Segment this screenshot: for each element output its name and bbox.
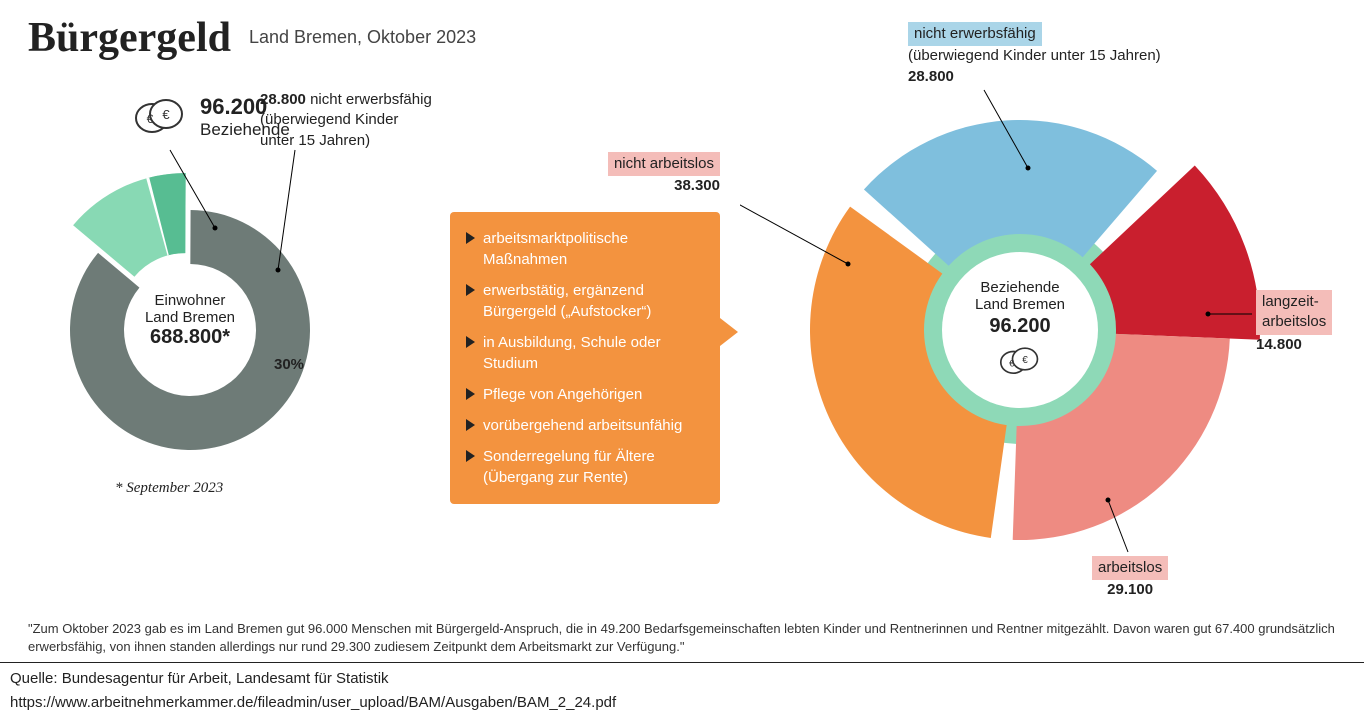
triangle-icon bbox=[466, 388, 475, 400]
details-item: Pflege von Angehörigen bbox=[466, 384, 706, 405]
divider bbox=[0, 662, 1364, 663]
source-text: Quelle: Bundesagentur für Arbeit, Landes… bbox=[10, 670, 389, 687]
description-text: "Zum Oktober 2023 gab es im Land Bremen … bbox=[28, 620, 1336, 655]
details-item: in Ausbildung, Schule oder Studium bbox=[466, 332, 706, 374]
triangle-icon bbox=[466, 336, 475, 348]
svg-text:€: € bbox=[162, 107, 170, 122]
label-unemployed: arbeitslos 29.100 bbox=[1092, 556, 1168, 601]
header: Bürgergeld Land Bremen, Oktober 2023 bbox=[28, 14, 476, 62]
pct-30-label: 30% bbox=[274, 356, 304, 373]
triangle-icon bbox=[466, 232, 475, 244]
page-subtitle: Land Bremen, Oktober 2023 bbox=[249, 27, 476, 48]
svg-text:€: € bbox=[1022, 355, 1028, 366]
not-able-summary: 28.800 nicht erwerbsfähig (überwiegend K… bbox=[260, 90, 460, 151]
label-long-unemployed: langzeit-arbeitslos 14.800 bbox=[1256, 290, 1356, 355]
details-item: Sonderregelung für Ältere (Übergang zur … bbox=[466, 446, 706, 488]
asterisk-note: * September 2023 bbox=[115, 480, 223, 497]
details-pointer-icon bbox=[720, 318, 738, 346]
recipients-donut: Beziehende Land Bremen 96.200 € € bbox=[740, 50, 1300, 610]
coins-icon: € € bbox=[995, 342, 1045, 376]
svg-text:€: € bbox=[1009, 359, 1014, 369]
not-unemployed-details: arbeitsmarktpolitische Maßnahmen erwerbst… bbox=[450, 212, 720, 504]
population-donut: Einwohner Land Bremen 688.800* bbox=[40, 170, 340, 470]
not-able-value: 28.800 bbox=[260, 91, 306, 108]
triangle-icon bbox=[466, 419, 475, 431]
label-not-unemployed: nicht arbeitslos 38.300 bbox=[570, 152, 720, 197]
label-not-work-able: nicht erwerbsfähig (überwiegend Kinder u… bbox=[908, 22, 1208, 87]
details-item: vorübergehend arbeitsunfähig bbox=[466, 415, 706, 436]
source-url: https://www.arbeitnehmerkammer.de/filead… bbox=[10, 694, 616, 711]
recipients-donut-center: Beziehende Land Bremen 96.200 € € bbox=[975, 279, 1065, 381]
svg-text:€: € bbox=[147, 112, 154, 126]
triangle-icon bbox=[466, 284, 475, 296]
page-title: Bürgergeld bbox=[28, 14, 231, 62]
details-item: erwerbstätig, ergänzend Bürgergeld („Auf… bbox=[466, 280, 706, 322]
coins-icon: € € bbox=[130, 94, 190, 134]
details-item: arbeitsmarktpolitische Maßnahmen bbox=[466, 228, 706, 270]
triangle-icon bbox=[466, 450, 475, 462]
